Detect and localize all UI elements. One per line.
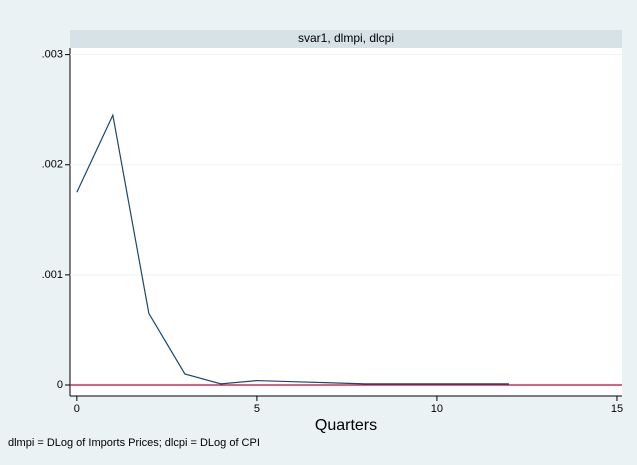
plot-area <box>70 48 622 396</box>
x-tick-label: 10 <box>431 403 443 415</box>
data-line <box>76 113 509 385</box>
note: dlmpi = DLog of Imports Prices; dlcpi = … <box>8 437 260 449</box>
panel-title: svar1, dlmpi, dlcpi <box>298 31 394 45</box>
y-tick-label: .002 <box>42 159 63 171</box>
x-tick-label: 0 <box>74 403 80 415</box>
x-tick-label: 5 <box>254 403 260 415</box>
panel-strip <box>70 30 622 48</box>
y-tick-label: 0 <box>57 379 63 391</box>
x-axis-label: Quarters <box>315 417 377 434</box>
x-tick-label: 15 <box>611 403 623 415</box>
y-tick-label: .001 <box>42 269 63 281</box>
y-tick-label: .003 <box>42 49 63 61</box>
